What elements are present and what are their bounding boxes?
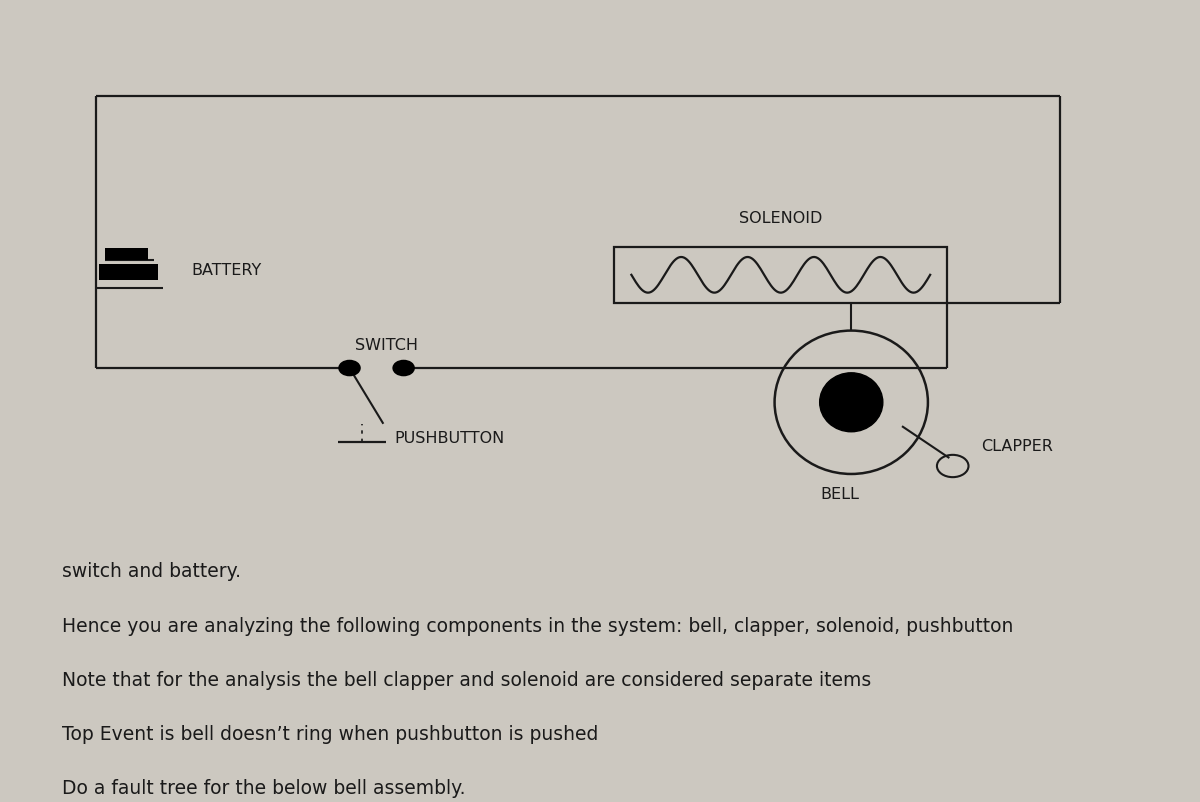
Text: Top Event is bell doesn’t ring when pushbutton is pushed: Top Event is bell doesn’t ring when push… bbox=[62, 725, 599, 744]
Text: SWITCH: SWITCH bbox=[355, 338, 418, 353]
Bar bbox=[104, 248, 148, 261]
Text: CLAPPER: CLAPPER bbox=[980, 439, 1052, 454]
Ellipse shape bbox=[820, 373, 883, 431]
Text: Note that for the analysis the bell clapper and solenoid are considered separate: Note that for the analysis the bell clap… bbox=[62, 670, 871, 690]
Bar bbox=[100, 265, 158, 281]
Text: BELL: BELL bbox=[821, 487, 859, 502]
Text: switch and battery.: switch and battery. bbox=[62, 562, 241, 581]
Text: SOLENOID: SOLENOID bbox=[739, 211, 822, 226]
Circle shape bbox=[340, 361, 360, 375]
Text: BATTERY: BATTERY bbox=[192, 263, 262, 278]
Text: Do a fault tree for the below bell assembly.: Do a fault tree for the below bell assem… bbox=[62, 779, 466, 798]
Bar bbox=[614, 247, 947, 302]
Text: Hence you are analyzing the following components in the system: bell, clapper, s: Hence you are analyzing the following co… bbox=[62, 617, 1013, 635]
Circle shape bbox=[394, 361, 414, 375]
Text: PUSHBUTTON: PUSHBUTTON bbox=[395, 431, 505, 446]
